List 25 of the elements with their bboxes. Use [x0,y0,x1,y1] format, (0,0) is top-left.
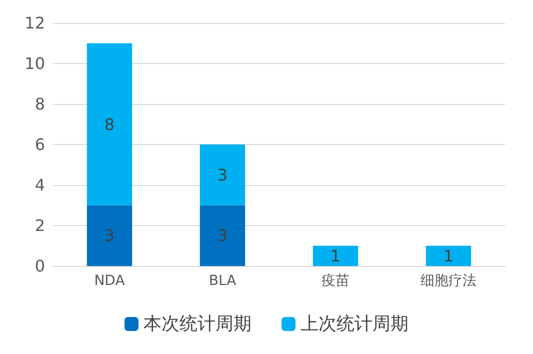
x-tick-label: 细胞疗法 [420,273,476,289]
y-tick-label: 0 [34,256,45,276]
x-tick-label: 疫苗 [322,273,350,289]
bar [426,246,472,266]
x-tick-label: BLA [208,273,237,289]
y-tick-label: 12 [24,14,45,32]
bar [312,246,358,266]
x-tick-label: NDA [94,273,126,289]
y-tick-label: 8 [34,94,45,114]
data-label: 3 [217,165,228,184]
y-tick-label: 2 [34,216,45,235]
bar [200,144,246,206]
data-label: 3 [217,226,228,246]
data-label: 1 [443,246,454,266]
data-label: 8 [104,114,115,134]
data-label: 1 [330,246,341,266]
bar [86,205,132,266]
data-label: 3 [104,226,115,246]
y-tick-label: 10 [24,54,45,73]
y-tick-label: 6 [34,135,45,154]
bar [200,205,246,266]
legend-label: 上次统计周期 [300,314,408,334]
legend-label: 本次统计周期 [144,314,252,334]
bar [86,43,132,206]
y-tick-label: 4 [34,176,45,194]
